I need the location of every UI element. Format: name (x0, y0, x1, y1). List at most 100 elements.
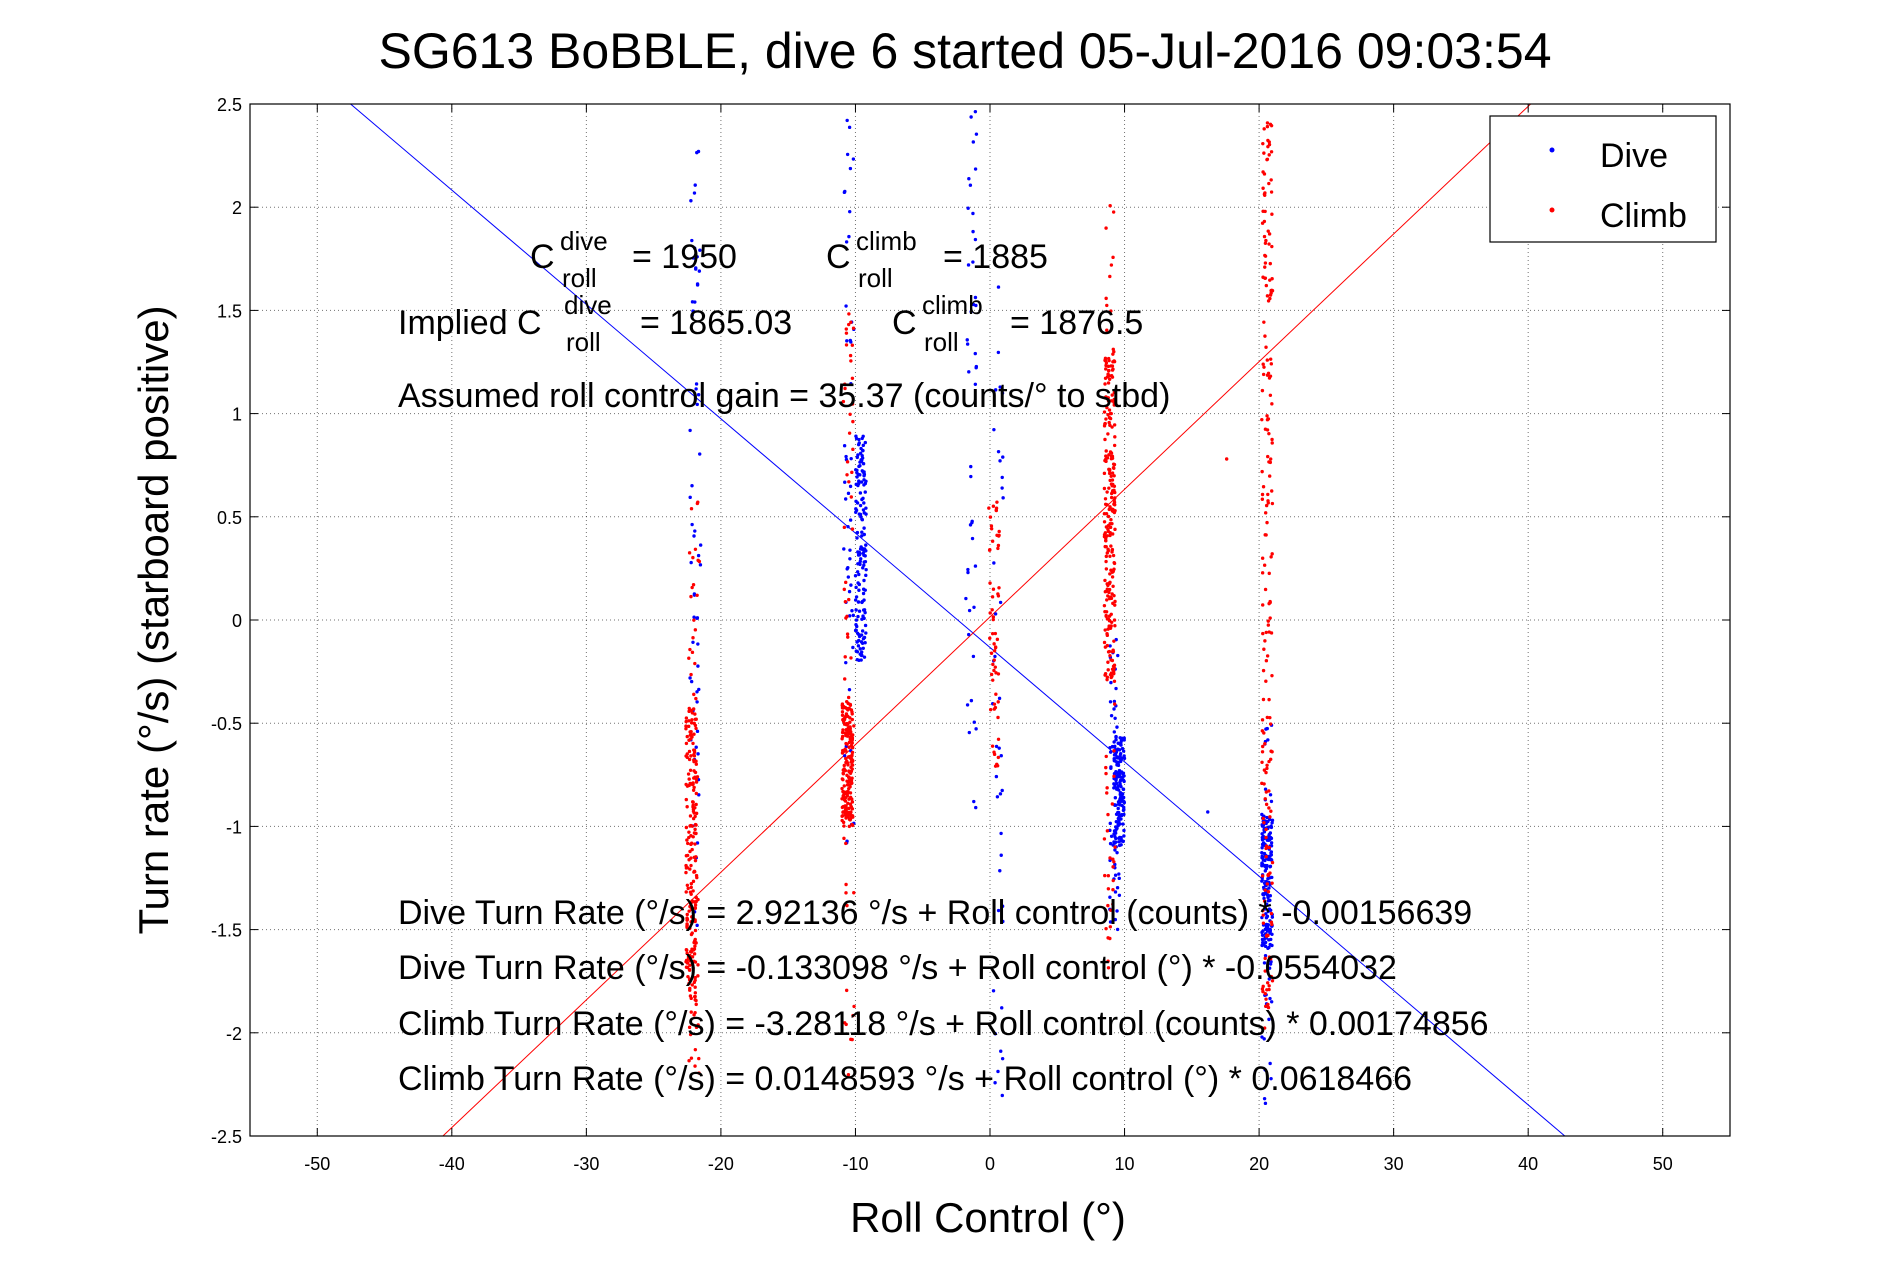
data-point (1112, 359, 1117, 364)
data-point (695, 616, 699, 620)
data-point (1104, 454, 1108, 458)
data-point (854, 649, 858, 653)
data-point (1270, 932, 1274, 936)
data-point (696, 500, 700, 504)
data-point (696, 149, 701, 154)
data-point (967, 632, 971, 637)
data-point (857, 588, 861, 592)
data-point (1261, 186, 1265, 190)
data-point (844, 343, 849, 347)
data-point (1104, 554, 1109, 559)
data-point (861, 591, 866, 596)
data-point (1115, 927, 1120, 932)
data-point (1269, 555, 1273, 559)
data-point (1122, 800, 1127, 805)
axis-ticks: -50 -40 -30 -20 -10 0 10 20 30 40 50-2.5-2-1.5-1-0… (211, 95, 1730, 1174)
data-point (1112, 423, 1117, 427)
data-point (697, 269, 702, 273)
data-point (1270, 818, 1275, 823)
data-point (863, 481, 868, 486)
c-roll-dive-annotation: C dive roll = 1950 (530, 226, 737, 293)
data-point (692, 618, 696, 622)
data-point (844, 891, 848, 895)
data-point (841, 399, 846, 404)
data-point (1106, 549, 1111, 553)
svg-text:= 1876.5: = 1876.5 (1010, 304, 1143, 342)
data-point (1108, 746, 1112, 750)
data-point (1102, 520, 1107, 524)
data-point (1108, 821, 1112, 826)
data-point (1267, 789, 1271, 793)
data-point (853, 598, 858, 602)
data-point (1110, 592, 1114, 596)
data-point (1106, 368, 1111, 373)
data-point (1115, 850, 1119, 855)
data-point (1112, 400, 1116, 404)
data-point (1105, 786, 1109, 790)
data-point (690, 955, 695, 959)
data-point (972, 605, 976, 609)
data-point (685, 838, 689, 842)
data-point (852, 1004, 856, 1009)
data-point (849, 583, 853, 587)
data-point (1105, 632, 1109, 636)
data-point (846, 491, 851, 496)
data-point (1267, 886, 1271, 890)
data-point (999, 754, 1003, 758)
data-point (692, 191, 697, 195)
data-point (1112, 500, 1117, 504)
data-point (693, 712, 697, 716)
data-point (1110, 570, 1115, 574)
data-point (1267, 845, 1271, 850)
data-point (863, 440, 868, 445)
data-point (693, 806, 697, 810)
data-point (1270, 441, 1274, 445)
data-point (843, 497, 848, 501)
data-point (1102, 486, 1107, 491)
data-point (1260, 497, 1265, 501)
data-point (844, 728, 848, 732)
data-point (1111, 210, 1116, 214)
data-point (685, 951, 689, 956)
svg-text:climb: climb (856, 226, 917, 256)
data-point (849, 743, 854, 748)
data-point (858, 464, 862, 468)
data-point (1119, 798, 1124, 802)
data-point (694, 802, 698, 807)
data-point (988, 707, 993, 712)
data-point (1268, 793, 1273, 797)
data-point (695, 255, 699, 259)
data-point (856, 638, 861, 643)
data-point (1112, 702, 1117, 706)
data-point (1116, 822, 1120, 827)
data-point (1122, 807, 1126, 812)
data-point (688, 824, 692, 828)
data-point (992, 707, 997, 711)
data-point (1112, 772, 1117, 776)
data-point (841, 748, 845, 753)
data-point (1104, 613, 1108, 618)
data-point (1263, 587, 1268, 592)
data-point (1264, 770, 1268, 775)
data-point (1260, 469, 1264, 474)
data-point (689, 507, 694, 511)
data-point (1263, 742, 1267, 746)
data-point (1122, 756, 1127, 761)
data-point (684, 890, 688, 894)
data-point (862, 608, 867, 612)
data-point (862, 563, 866, 567)
data-point (684, 965, 689, 969)
dive-fit-equation-degrees: Dive Turn Rate (°/s) = -0.133098 °/s + R… (398, 949, 1397, 987)
data-point (1106, 668, 1110, 672)
data-point (858, 503, 863, 508)
data-point (1109, 399, 1114, 403)
data-point (1112, 618, 1117, 622)
data-point (844, 240, 849, 244)
data-point (1267, 966, 1272, 970)
data-point (1261, 984, 1265, 989)
data-point (850, 717, 855, 722)
data-point (855, 468, 859, 472)
data-point (1260, 933, 1265, 937)
data-point (846, 706, 851, 711)
data-point (1000, 486, 1004, 490)
